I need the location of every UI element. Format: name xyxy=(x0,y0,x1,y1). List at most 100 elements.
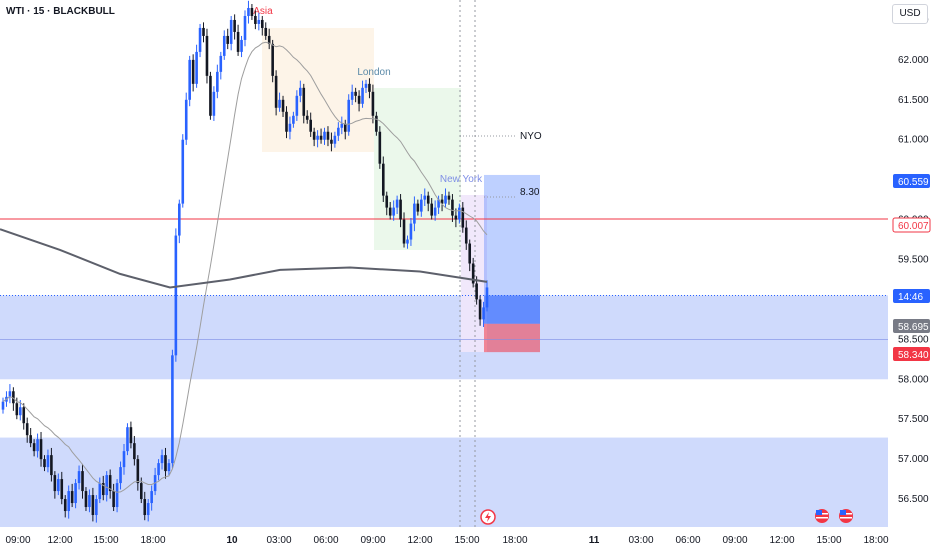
currency-button[interactable]: USD xyxy=(892,4,928,24)
session-label-asia: Asia xyxy=(253,6,273,17)
candle xyxy=(354,91,357,96)
candle xyxy=(482,307,485,320)
candle xyxy=(316,135,319,140)
candle xyxy=(330,139,333,144)
candle xyxy=(413,203,416,224)
candle xyxy=(406,239,409,244)
candle xyxy=(63,499,67,512)
candle xyxy=(171,355,174,464)
x-tick-label: 15:00 xyxy=(816,535,841,546)
candle xyxy=(371,91,375,116)
candle xyxy=(364,83,368,88)
candle xyxy=(361,87,364,104)
candle xyxy=(70,491,74,504)
candle xyxy=(88,495,91,508)
candle xyxy=(157,463,160,476)
candle xyxy=(485,287,489,308)
candle xyxy=(95,499,98,516)
x-tick-label: 06:00 xyxy=(313,535,338,546)
price-tag-value: 58.695 xyxy=(898,322,929,333)
x-tick-label: 18:00 xyxy=(863,535,888,546)
candle xyxy=(12,391,15,404)
candle xyxy=(468,243,472,264)
candle xyxy=(274,75,278,108)
candle xyxy=(136,459,140,484)
candle xyxy=(84,491,88,508)
candle xyxy=(188,59,191,100)
candle xyxy=(240,39,243,52)
candle xyxy=(288,123,292,132)
session-label-new-york: New York xyxy=(440,174,483,185)
candle xyxy=(409,223,413,240)
candle xyxy=(312,131,316,140)
candle xyxy=(257,19,261,24)
candle xyxy=(416,203,420,212)
candle xyxy=(178,203,181,236)
candle xyxy=(91,495,95,516)
candle xyxy=(423,195,427,200)
candle xyxy=(67,491,70,512)
candle xyxy=(236,31,240,52)
candle xyxy=(302,87,306,116)
candle xyxy=(402,219,406,244)
candle xyxy=(198,27,202,52)
position-stop-box xyxy=(484,323,540,353)
candle xyxy=(426,195,430,204)
candle xyxy=(105,475,109,496)
candle xyxy=(50,455,53,476)
price-tag-value: 14:46 xyxy=(898,292,923,303)
candle xyxy=(375,115,378,132)
candle xyxy=(250,7,254,16)
candle xyxy=(160,455,164,464)
candle xyxy=(8,391,12,397)
x-tick-label: 15:00 xyxy=(93,535,118,546)
candle xyxy=(340,123,344,128)
flag-canton xyxy=(816,510,822,515)
candle xyxy=(464,227,468,244)
candle xyxy=(119,467,122,484)
candle xyxy=(399,199,402,220)
candle xyxy=(430,203,433,216)
symbol-title: WTI · 15 · BLACKBULL xyxy=(6,6,115,17)
candle xyxy=(195,51,198,84)
candle xyxy=(461,207,465,228)
candle xyxy=(81,471,84,492)
candle xyxy=(222,35,226,56)
price-tag: 60.559 xyxy=(893,174,930,188)
x-tick-label: 03:00 xyxy=(266,535,291,546)
price-tag-box xyxy=(892,217,931,233)
candle xyxy=(471,263,475,284)
candle xyxy=(122,451,126,468)
candle xyxy=(381,163,385,196)
candle xyxy=(101,483,105,496)
y-tick-label: 58.000 xyxy=(898,374,929,385)
candle xyxy=(205,35,209,76)
candle xyxy=(305,115,309,120)
candle xyxy=(437,199,440,208)
candle xyxy=(53,475,57,492)
candle xyxy=(139,483,143,500)
x-tick-label: 18:00 xyxy=(140,535,165,546)
candle xyxy=(112,491,115,508)
candle xyxy=(264,27,268,36)
candle xyxy=(458,207,461,220)
candle xyxy=(309,119,312,132)
candle xyxy=(388,207,392,216)
candle xyxy=(292,115,295,124)
candle xyxy=(392,207,395,216)
candle xyxy=(368,83,371,92)
price-tag-box xyxy=(893,319,930,333)
candle xyxy=(39,439,43,460)
candle xyxy=(184,99,188,140)
candle xyxy=(378,131,382,164)
candle xyxy=(32,443,36,452)
position-fill-box xyxy=(484,295,540,324)
candle xyxy=(174,235,178,356)
candle xyxy=(395,199,399,208)
x-tick-label: 09:00 xyxy=(5,535,30,546)
candle xyxy=(285,111,288,132)
candle xyxy=(420,199,423,212)
candle xyxy=(25,423,29,436)
x-tick-label: 18:00 xyxy=(502,535,527,546)
